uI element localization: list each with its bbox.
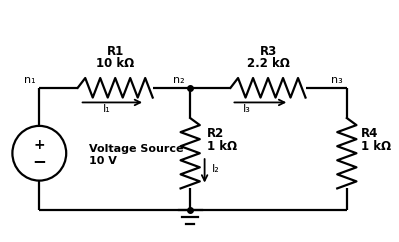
Text: R3: R3 — [259, 45, 277, 58]
Text: +: + — [34, 138, 45, 152]
Text: R2: R2 — [207, 127, 224, 140]
Text: R1: R1 — [107, 45, 124, 58]
Text: 10 V: 10 V — [89, 156, 117, 166]
Text: 1 kΩ: 1 kΩ — [207, 140, 237, 153]
Text: I₂: I₂ — [212, 164, 220, 174]
Text: n₃: n₃ — [331, 75, 343, 85]
Text: n₁: n₁ — [24, 75, 36, 85]
Text: −: − — [32, 152, 46, 170]
Text: I₃: I₃ — [243, 104, 251, 114]
Text: 1 kΩ: 1 kΩ — [361, 140, 391, 153]
Text: 10 kΩ: 10 kΩ — [96, 57, 134, 70]
Text: R4: R4 — [361, 127, 379, 140]
Text: n₂: n₂ — [173, 75, 184, 85]
Text: 2.2 kΩ: 2.2 kΩ — [247, 57, 289, 70]
Text: I₁: I₁ — [103, 104, 111, 114]
Text: Voltage Source: Voltage Source — [89, 144, 184, 154]
